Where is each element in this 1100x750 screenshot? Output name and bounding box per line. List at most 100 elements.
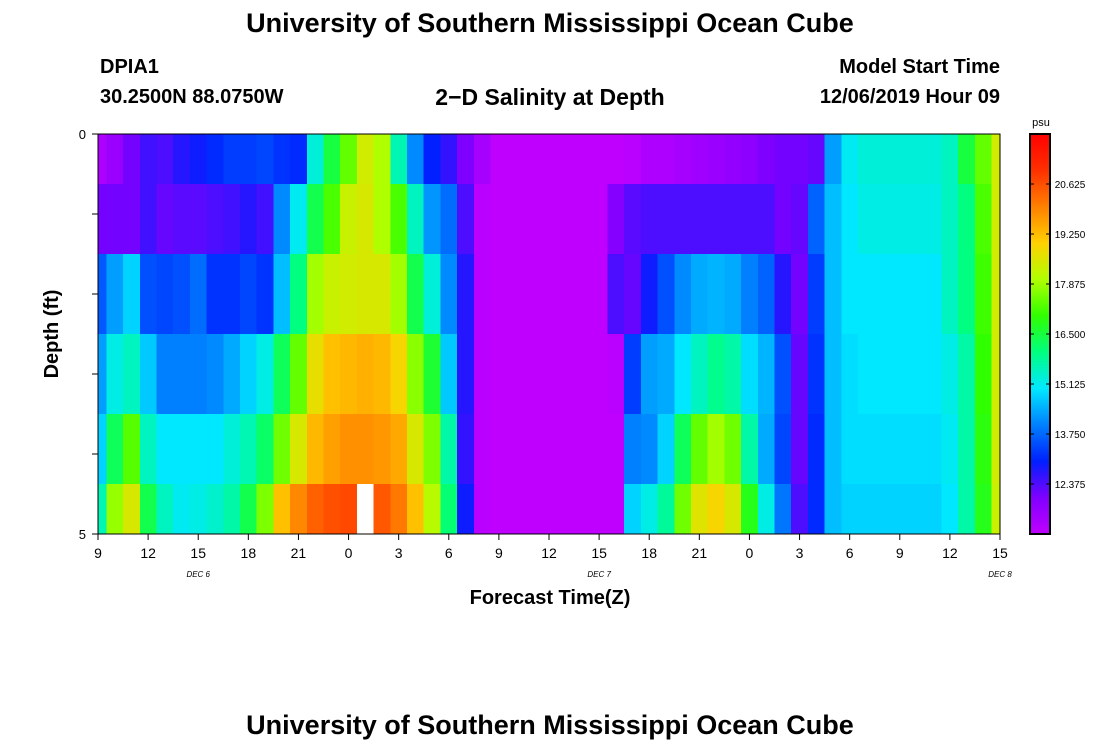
heatmap-cell: [757, 134, 776, 184]
heatmap-cell: [991, 334, 1001, 414]
heatmap-cell: [106, 334, 124, 414]
heatmap-cell: [540, 134, 558, 184]
heatmap-cell: [106, 414, 124, 484]
heatmap-cell: [974, 254, 993, 334]
heatmap-cell: [624, 484, 642, 534]
heatmap-cell: [841, 184, 859, 254]
heatmap-cell: [924, 414, 943, 484]
heatmap-cell: [407, 254, 425, 334]
heatmap-cell: [590, 254, 609, 334]
heatmap-cell: [891, 334, 909, 414]
heatmap-cell: [674, 414, 692, 484]
heatmap-cell: [908, 184, 926, 254]
heatmap-cell: [123, 134, 141, 184]
heatmap-cell: [323, 184, 341, 254]
heatmap-cell: [457, 134, 475, 184]
heatmap-cell: [841, 414, 859, 484]
x-tick-label: 9: [896, 545, 904, 561]
heatmap-cell: [407, 184, 425, 254]
heatmap-cell: [273, 134, 291, 184]
heatmap-cell: [223, 334, 241, 414]
colorbar-tick-label: 15.125: [1055, 380, 1086, 391]
heatmap-cell: [574, 334, 592, 414]
heatmap-cell: [958, 134, 976, 184]
heatmap-cell: [423, 414, 442, 484]
heatmap-cell: [724, 134, 742, 184]
heatmap-cell: [256, 334, 274, 414]
heatmap-cell: [941, 254, 959, 334]
heatmap-cell: [156, 414, 174, 484]
heatmap-cell: [457, 254, 475, 334]
x-tick-label: 12: [140, 545, 156, 561]
heatmap-cell: [991, 184, 1001, 254]
heatmap-cell: [306, 334, 325, 414]
footer-title: University of Southern Mississippi Ocean…: [246, 710, 854, 740]
heatmap-cell: [206, 134, 224, 184]
heatmap-cell: [841, 484, 859, 534]
heatmap-cell: [690, 414, 709, 484]
heatmap-cell: [373, 414, 391, 484]
heatmap-cell: [924, 334, 943, 414]
heatmap-cell: [791, 414, 809, 484]
heatmap-cell: [106, 134, 124, 184]
heatmap-cell: [507, 254, 525, 334]
heatmap-cell: [858, 484, 876, 534]
colorbar-tick-label: 12.375: [1055, 480, 1086, 491]
heatmap-cell: [173, 414, 191, 484]
heatmap-cell: [223, 134, 241, 184]
heatmap-cell: [123, 184, 141, 254]
heatmap-cell: [908, 484, 926, 534]
heatmap-cell: [657, 484, 675, 534]
heatmap-cell: [974, 134, 993, 184]
heatmap-cell: [407, 134, 425, 184]
heatmap-cell: [707, 334, 725, 414]
heatmap-cell: [774, 134, 792, 184]
heatmap-cell: [824, 414, 842, 484]
heatmap-cell: [891, 254, 909, 334]
heatmap-cell: [440, 414, 458, 484]
heatmap-cell: [640, 184, 659, 254]
heatmap-cell: [340, 484, 358, 534]
heatmap-cell: [807, 484, 826, 534]
heatmap-cell: [473, 334, 492, 414]
heatmap-cell: [223, 484, 241, 534]
heatmap-cell: [941, 334, 959, 414]
heatmap-cell: [574, 134, 592, 184]
heatmap-cell: [390, 134, 408, 184]
heatmap-cell: [590, 484, 609, 534]
heatmap-cell: [674, 334, 692, 414]
heatmap-cell: [991, 484, 1001, 534]
heatmap-cell: [958, 184, 976, 254]
heatmap-cell: [407, 334, 425, 414]
heatmap-cell: [791, 484, 809, 534]
heatmap-cell: [189, 414, 208, 484]
heatmap-cell: [490, 134, 508, 184]
heatmap-cell: [707, 184, 725, 254]
heatmap-cell: [607, 254, 625, 334]
heatmap-cell: [273, 334, 291, 414]
heatmap-cell: [390, 254, 408, 334]
heatmap-cell: [674, 134, 692, 184]
x-tick-label: 0: [345, 545, 353, 561]
heatmap-cell: [540, 254, 558, 334]
heatmap-cell: [273, 184, 291, 254]
heatmap-cell: [540, 334, 558, 414]
heatmap-cell: [574, 484, 592, 534]
heatmap-cell: [741, 134, 759, 184]
heatmap-cell: [390, 484, 408, 534]
heatmap-cell: [540, 484, 558, 534]
heatmap-cell: [958, 334, 976, 414]
heatmap-cell: [306, 484, 325, 534]
x-tick-label: 0: [746, 545, 754, 561]
heatmap-cell: [640, 254, 659, 334]
heatmap-cell: [991, 254, 1001, 334]
y-axis: 05: [79, 127, 98, 542]
heatmap-cell: [373, 184, 391, 254]
heatmap-cell: [356, 134, 375, 184]
heatmap-cell: [256, 484, 274, 534]
heatmap-cell: [373, 254, 391, 334]
heatmap-cell: [507, 484, 525, 534]
heatmap-cell: [924, 184, 943, 254]
heatmap-cell: [557, 334, 575, 414]
